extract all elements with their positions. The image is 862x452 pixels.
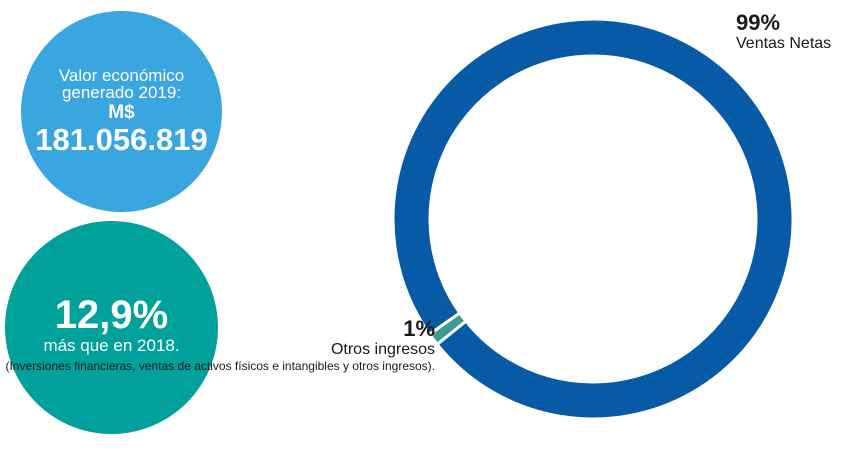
economic-value-circle: Valor económico generado 2019: M$ 181.05… [21, 11, 222, 212]
slice-note-label: (Inversiones financieras, ventas de acti… [5, 359, 435, 373]
growth-text: más que en 2018. [43, 335, 180, 355]
donut-slice-other-income [427, 310, 469, 347]
growth-percent: 12,9% [54, 292, 169, 337]
slice-value-label: 99% [736, 10, 781, 35]
slice-category-label: Ventas Netas [736, 35, 832, 52]
donut-slice-net-sales [391, 17, 795, 421]
economic-value-amount: 181.056.819 [35, 121, 208, 157]
slice-label-other-income: 1% Otros ingresos (Inversiones financier… [5, 316, 435, 374]
growth-circle: 12,9% más que en 2018. [5, 221, 218, 434]
economic-value-label: Valor económico generado 2019: [58, 65, 185, 102]
slice-label-net-sales: 99% Ventas Netas [736, 11, 831, 53]
economic-value-currency: M$ [108, 101, 135, 123]
slice-category-label: Otros ingresos [330, 341, 435, 358]
slice-value-label: 1% [403, 316, 435, 341]
